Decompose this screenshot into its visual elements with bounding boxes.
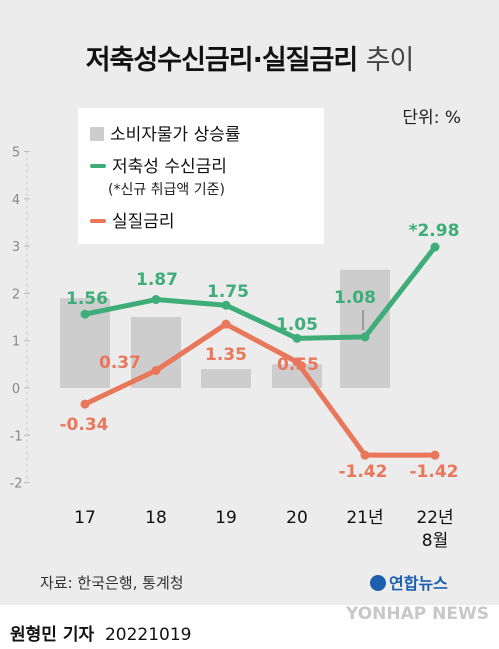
chart-title: 저축성수신금리·실질금리 추이 (0, 38, 499, 77)
point-deposit (360, 332, 370, 342)
y-tick-label: 2 (12, 287, 20, 302)
point-deposit (221, 300, 231, 310)
legend-item-real: 실질금리 (90, 207, 175, 232)
legend-item-deposit: 저축성 수신금리 (90, 152, 227, 177)
chart-svg: 5 4 3 2 1 0 -1 -2 1.56 1.87 1.75 1.05 1.08 *2.98 -0.34… (10, 146, 460, 552)
bar-cpi (201, 369, 251, 388)
point-real (80, 399, 90, 409)
y-tick-label: 4 (12, 193, 20, 208)
legend-label-cpi: 소비자물가 상승률 (110, 125, 241, 145)
point-real (430, 450, 440, 460)
y-tick-label: 1 (12, 335, 20, 350)
credit: 원형민 기자 20221019 (10, 620, 191, 645)
data-label-deposit: 1.87 (136, 270, 178, 290)
title-suffix: 추이 (365, 45, 415, 76)
credit-name: 원형민 기자 (10, 625, 95, 645)
bar-cpi (340, 269, 390, 388)
point-real (360, 450, 370, 460)
y-tick-label: -2 (10, 477, 23, 492)
brand-name: 연합뉴스 (389, 574, 448, 593)
data-label-real: 0.37 (99, 353, 141, 373)
data-label-real: 0.55 (277, 355, 319, 375)
y-tick-label: 3 (12, 240, 20, 255)
data-label-deposit: 1.56 (66, 289, 108, 309)
data-label-real: -0.34 (60, 415, 109, 435)
x-tick-label: 18 (145, 508, 167, 528)
point-real (221, 319, 231, 329)
watermark: YONHAP NEWS (346, 604, 489, 624)
line-real (82, 321, 438, 458)
legend-swatch-deposit (90, 164, 106, 168)
data-label-deposit: 1.75 (207, 282, 249, 302)
data-label-real: 1.35 (205, 345, 247, 365)
x-tick-label: 21년 (346, 508, 383, 528)
legend-label-real: 실질금리 (112, 212, 175, 232)
point-deposit (292, 333, 302, 343)
legend-swatch-cpi (90, 127, 104, 141)
x-tick-label: 20 (286, 508, 308, 528)
y-tick-label: -1 (10, 429, 23, 444)
data-label-deposit: 1.05 (276, 315, 318, 335)
y-tick-label: 0 (12, 382, 20, 397)
data-label-real: -1.42 (410, 462, 459, 482)
data-label-real: -1.42 (339, 462, 388, 482)
line-deposit (82, 244, 438, 341)
point-deposit (151, 295, 161, 305)
point-real (292, 357, 302, 367)
legend-item-cpi: 소비자물가 상승률 (90, 120, 241, 145)
point-deposit (80, 309, 90, 319)
point-deposit (430, 242, 440, 252)
point-real (151, 365, 161, 375)
source-note: 자료: 한국은행, 통계청 (40, 574, 184, 592)
x-tick-label: 22년 (416, 508, 453, 528)
x-tick-label: 8월 (422, 531, 448, 551)
brand-icon (370, 575, 386, 591)
legend: 소비자물가 상승률 저축성 수신금리 (*신규 취급액 기준) 실질금리 (78, 108, 324, 244)
brand-logo: 연합뉴스 (370, 570, 448, 594)
y-tick-label: 5 (12, 146, 20, 161)
credit-date: 20221019 (104, 625, 192, 645)
x-tick-label: 17 (74, 508, 96, 528)
x-tick-label: 19 (215, 508, 237, 528)
unit-label: 단위: % (402, 108, 461, 128)
legend-label-deposit: 저축성 수신금리 (112, 157, 227, 177)
data-label-deposit: *2.98 (409, 221, 460, 241)
legend-note-deposit: (*신규 취급액 기준) (108, 182, 225, 198)
legend-swatch-real (90, 219, 106, 223)
data-label-deposit: 1.08 (334, 288, 376, 308)
title-main: 저축성수신금리·실질금리 (85, 45, 358, 76)
